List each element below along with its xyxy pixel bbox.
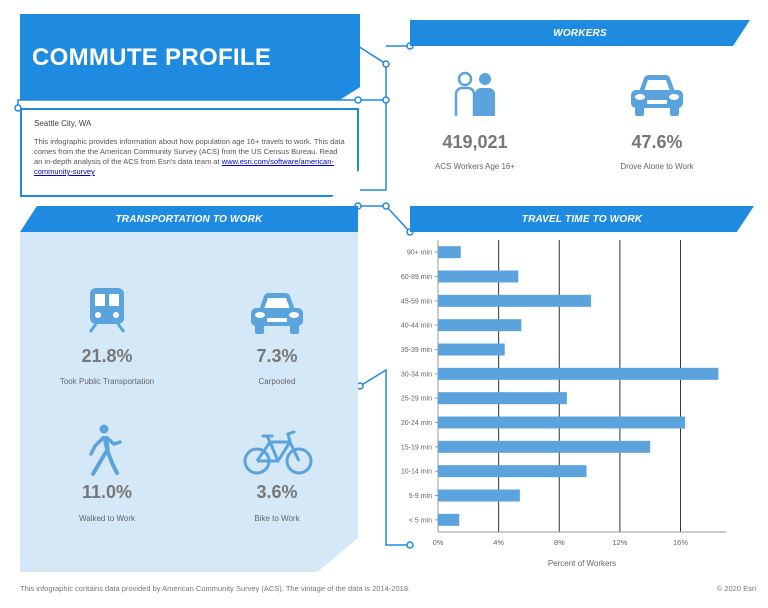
- bar: [438, 416, 686, 429]
- y-tick-label: 40-44 min: [401, 323, 432, 330]
- copyright: © 2020 Esri: [716, 584, 756, 593]
- bike-label: Bike to Work: [254, 514, 300, 523]
- x-tick-label: 8%: [554, 538, 565, 547]
- transportation-panel: [20, 232, 358, 572]
- carpooled-value: 7.3%: [256, 346, 298, 366]
- travel-time-chart: 0% 4% 8% 12% 16% 90+ min 60-89 min 45-59 min 40-…: [401, 240, 726, 568]
- y-tick-label: 10-14 min: [401, 469, 432, 476]
- bar: [438, 294, 592, 307]
- bar: [438, 489, 520, 502]
- y-tick-label: 45-59 min: [401, 298, 432, 305]
- y-tick-label: < 5 min: [409, 517, 432, 524]
- bar: [438, 343, 505, 356]
- y-tick-label: 30-34 min: [401, 371, 432, 378]
- description-body: This infographic provides information ab…: [34, 137, 345, 166]
- y-tick-label: 25-29 min: [401, 396, 432, 403]
- bar: [438, 270, 519, 283]
- walked-label: Walked to Work: [78, 514, 135, 523]
- page-title: COMMUTE PROFILE: [32, 44, 272, 71]
- carpooled-label: Carpooled: [258, 377, 296, 386]
- public-transport-label: Took Public Transportation: [59, 377, 155, 386]
- description-box: [20, 108, 359, 197]
- x-tick-label: 4%: [493, 538, 504, 547]
- x-tick-label: 12%: [612, 538, 627, 547]
- drove-alone-value: 47.6%: [631, 132, 683, 152]
- bar: [438, 367, 719, 380]
- car-icon: [612, 72, 702, 118]
- workers-header: WORKERS: [410, 20, 750, 46]
- train-icon: [62, 286, 152, 334]
- y-tick-label: 60-89 min: [401, 274, 432, 281]
- y-tick-label: 90+ min: [407, 250, 432, 257]
- bicycle-icon: [233, 428, 323, 476]
- public-transport-value: 21.8%: [81, 346, 133, 366]
- workers-count: 419,021: [442, 132, 508, 152]
- x-axis-label: Percent of Workers: [548, 559, 616, 568]
- bar: [438, 465, 587, 478]
- bar: [438, 440, 651, 453]
- bar: [438, 246, 461, 259]
- title-banner: [20, 14, 360, 100]
- y-tick-label: 20-24 min: [401, 420, 432, 427]
- carpool-car-icon: [232, 290, 322, 336]
- x-tick-label: 0%: [433, 538, 444, 547]
- description-text: This infographic provides information ab…: [34, 137, 346, 177]
- bike-value: 3.6%: [256, 482, 298, 502]
- y-tick-label: 15-19 min: [401, 444, 432, 451]
- walking-person-icon: [60, 424, 150, 476]
- bar: [438, 392, 567, 405]
- transportation-header: TRANSPORTATION TO WORK: [20, 206, 358, 232]
- walked-value: 11.0%: [81, 482, 133, 502]
- x-tick-label: 16%: [673, 538, 688, 547]
- bar: [438, 319, 522, 332]
- y-tick-label: 5-9 min: [409, 493, 432, 500]
- location-label: Seattle City, WA: [34, 119, 92, 128]
- footer-note: This infographic contains data provided …: [20, 584, 411, 593]
- bar: [438, 513, 460, 526]
- travel-time-header: TRAVEL TIME TO WORK: [410, 206, 754, 232]
- y-tick-label: 35-39 min: [401, 347, 432, 354]
- drove-alone-label: Drove Alone to Work: [620, 162, 694, 171]
- workers-count-label: ACS Workers Age 16+: [434, 162, 516, 171]
- people-icon: [430, 70, 520, 118]
- acs-link[interactable]: www.esri.com/software/american-community…: [34, 157, 334, 176]
